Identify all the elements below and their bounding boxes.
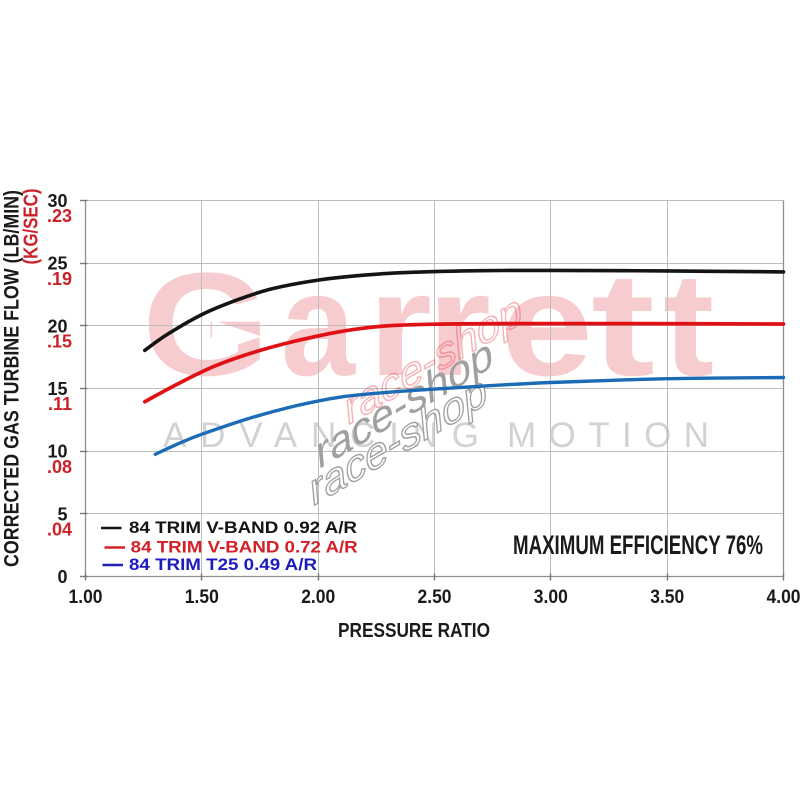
svg-text:.04: .04 (47, 520, 72, 540)
svg-text:84 TRIM V-BAND 0.72 A/R: 84 TRIM V-BAND 0.72 A/R (131, 539, 358, 557)
svg-text:.11: .11 (48, 394, 72, 414)
svg-text:25: 25 (47, 254, 67, 274)
svg-text:3.50: 3.50 (650, 587, 684, 608)
svg-text:2.00: 2.00 (301, 587, 335, 608)
svg-text:1.00: 1.00 (69, 587, 103, 608)
svg-text:84 TRIM T25 0.49 A/R: 84 TRIM T25 0.49 A/R (129, 556, 317, 574)
svg-text:30: 30 (47, 191, 67, 211)
svg-text:ADVANCING: ADVANCING (163, 416, 479, 455)
svg-text:(KG/SEC): (KG/SEC) (21, 189, 43, 265)
svg-text:.08: .08 (47, 457, 72, 477)
svg-text:3.00: 3.00 (534, 587, 568, 608)
svg-text:5: 5 (57, 504, 67, 524)
svg-text:PRESSURE RATIO: PRESSURE RATIO (338, 620, 490, 642)
svg-text:4.00: 4.00 (767, 587, 800, 608)
svg-text:15: 15 (47, 379, 67, 399)
svg-text:.23: .23 (47, 206, 72, 226)
svg-text:1.50: 1.50 (185, 587, 219, 608)
svg-text:MAXIMUM EFFICIENCY 76%: MAXIMUM EFFICIENCY 76% (513, 530, 763, 560)
svg-text:.19: .19 (47, 269, 72, 289)
svg-text:CORRECTED GAS TURBINE FLOW (LB: CORRECTED GAS TURBINE FLOW (LB/MIN) (1, 190, 24, 567)
svg-text:2.50: 2.50 (418, 587, 452, 608)
svg-text:20: 20 (47, 316, 67, 336)
svg-text:0: 0 (57, 567, 67, 587)
svg-text:84 TRIM V-BAND 0.92 A/R: 84 TRIM V-BAND 0.92 A/R (129, 519, 357, 537)
svg-text:.15: .15 (47, 332, 72, 352)
svg-text:10: 10 (47, 442, 67, 462)
